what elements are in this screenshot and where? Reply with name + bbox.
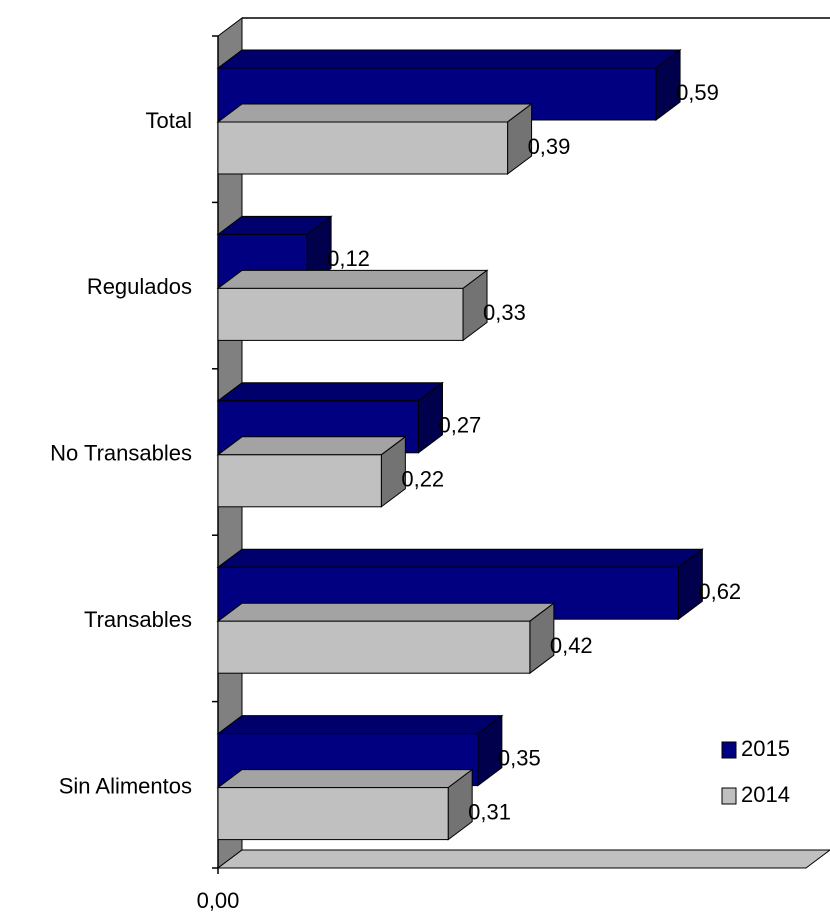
legend-label: 2015 — [741, 736, 790, 761]
bar-top — [216, 548, 704, 568]
value-label: 0,59 — [676, 80, 719, 105]
bar-top — [216, 49, 682, 69]
bar-top — [216, 602, 556, 622]
y-tick-label: Sin Alimentos — [59, 773, 192, 798]
legend-swatch — [721, 787, 737, 805]
bar — [216, 602, 556, 675]
legend-swatch — [721, 741, 737, 759]
bar-front — [217, 454, 382, 508]
value-label: 0,22 — [401, 467, 444, 492]
legend-label: 2014 — [741, 782, 790, 807]
value-label: 0,62 — [698, 579, 741, 604]
bar — [216, 768, 474, 841]
floor — [216, 849, 830, 869]
x-tick-label: 0,00 — [197, 888, 240, 913]
bar-front — [217, 787, 449, 841]
value-label: 0,35 — [498, 745, 541, 770]
value-label: 0,39 — [528, 134, 571, 159]
bar-top — [216, 382, 444, 402]
bar-front — [217, 121, 509, 175]
bar-top — [216, 436, 407, 456]
bar — [216, 269, 489, 342]
value-label: 0,33 — [483, 300, 526, 325]
y-tick-label: Regulados — [87, 274, 192, 299]
bar — [216, 103, 534, 175]
y-tick-label: No Transables — [50, 441, 192, 466]
y-tick-label: Total — [146, 108, 192, 133]
value-label: 0,27 — [438, 413, 481, 438]
bar-front — [217, 620, 531, 674]
y-tick-label: Transables — [84, 607, 192, 632]
bar-front — [217, 287, 464, 341]
bar — [216, 548, 704, 621]
bar-top — [216, 715, 504, 735]
value-label: 0,31 — [468, 799, 511, 824]
bar-top — [216, 769, 474, 789]
value-label: 0,42 — [550, 633, 593, 658]
bar — [216, 435, 407, 508]
value-label: 0,12 — [327, 246, 370, 271]
bar-top — [216, 103, 534, 123]
bar-top — [216, 269, 489, 289]
